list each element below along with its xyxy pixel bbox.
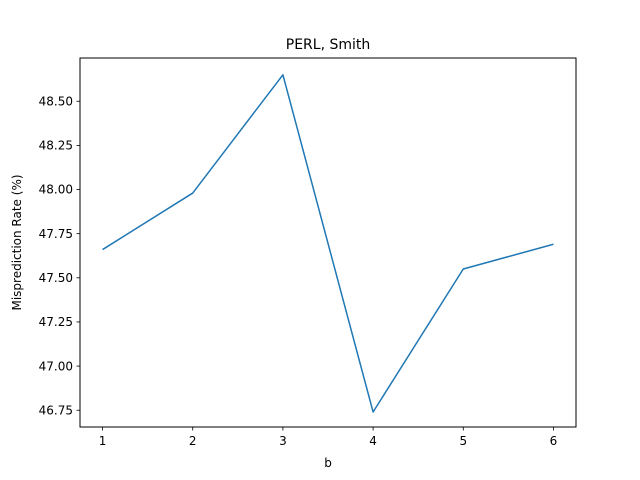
plot-area [101, 73, 555, 414]
y-axis: 46.75 47.00 47.25 47.50 47.75 48.00 48.25 48.50 [39, 94, 80, 417]
y-tick-label: 48.50 [39, 94, 73, 108]
y-tick-label: 48.00 [39, 183, 73, 197]
y-tick-label: 47.25 [39, 315, 73, 329]
data-point-0-5 [551, 242, 555, 246]
data-point-0-2 [281, 73, 285, 77]
x-axis: 1 2 3 4 5 6 [99, 427, 558, 448]
axes-frame [79, 57, 577, 428]
y-tick-label: 47.75 [39, 227, 73, 241]
x-tick-label: 4 [369, 434, 377, 448]
series-line-0 [102, 74, 554, 413]
chart-title: PERL, Smith [286, 37, 371, 53]
x-tick-label: 5 [459, 434, 467, 448]
y-axis-label: Misprediction Rate (%) [10, 174, 24, 310]
x-axis-label: b [324, 456, 332, 470]
y-tick-label: 48.25 [39, 139, 73, 153]
y-tick-label: 47.00 [39, 359, 73, 373]
data-point-0-1 [191, 191, 195, 195]
y-tick-label: 47.50 [39, 271, 73, 285]
data-point-0-3 [371, 410, 375, 414]
x-tick-label: 1 [99, 434, 107, 448]
data-point-0-4 [461, 267, 465, 271]
y-tick-label: 46.75 [39, 403, 73, 417]
x-tick-label: 6 [550, 434, 558, 448]
x-tick-label: 3 [279, 434, 287, 448]
data-point-0-0 [101, 248, 105, 252]
x-tick-label: 2 [189, 434, 197, 448]
